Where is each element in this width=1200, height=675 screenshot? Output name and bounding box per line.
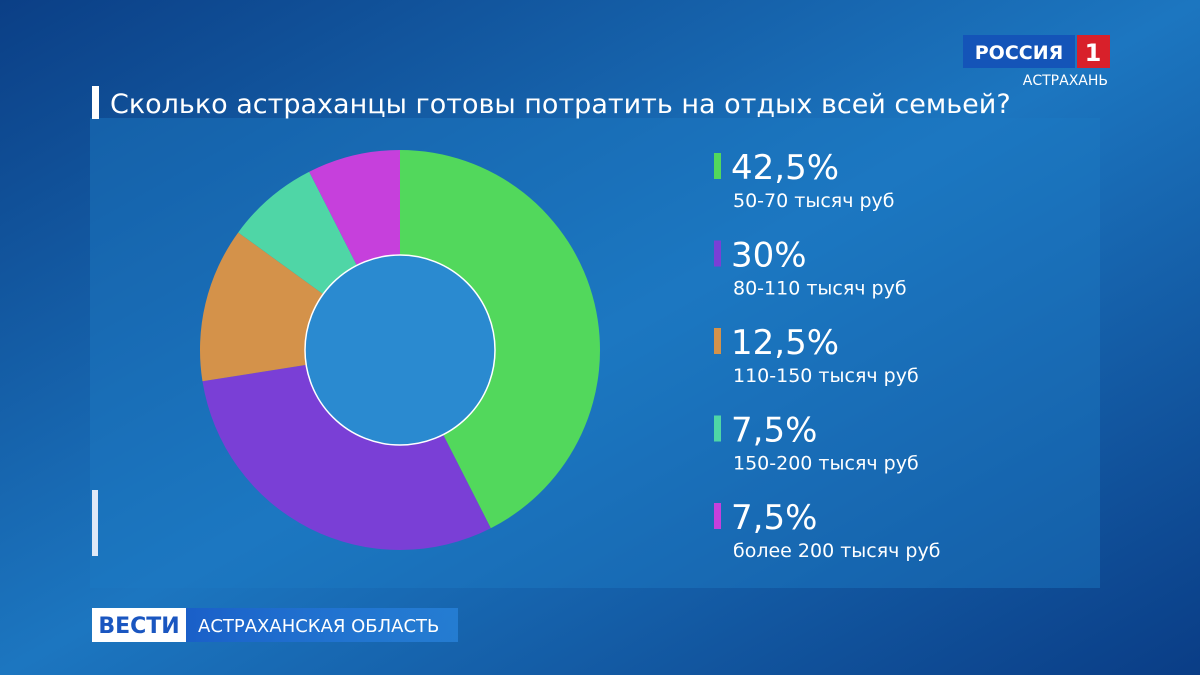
legend-swatch bbox=[714, 503, 721, 529]
value-label: 42,5% bbox=[731, 148, 839, 188]
legend-label: 80-110 тысяч руб bbox=[733, 278, 907, 300]
donut-slice bbox=[400, 150, 600, 529]
region-box bbox=[186, 608, 458, 642]
legend-label: более 200 тысяч руб bbox=[733, 540, 940, 562]
region-name: АСТРАХАНСКАЯ ОБЛАСТЬ bbox=[198, 616, 439, 637]
value-label: 7,5% bbox=[731, 498, 817, 538]
logo-number-box bbox=[1077, 35, 1110, 68]
legend-swatch bbox=[714, 153, 721, 179]
legend-label: 150-200 тысяч руб bbox=[733, 453, 919, 475]
value-label: 12,5% bbox=[731, 323, 839, 363]
logo-number: 1 bbox=[1085, 39, 1102, 67]
logo-region: АСТРАХАНЬ bbox=[1023, 73, 1108, 89]
donut-slice bbox=[238, 171, 357, 295]
legend-swatch bbox=[714, 415, 721, 442]
chart-title: Сколько астраханцы готовы потратить на о… bbox=[110, 89, 1011, 120]
program-box bbox=[92, 608, 186, 642]
value-label: 7,5% bbox=[731, 411, 817, 451]
donut-slice bbox=[202, 364, 491, 550]
logo-name: РОССИЯ bbox=[975, 42, 1064, 64]
value-label: 30% bbox=[731, 236, 807, 276]
program-name: ВЕСТИ bbox=[98, 614, 179, 639]
donut-slice bbox=[199, 232, 324, 382]
legend-label: 110-150 тысяч руб bbox=[733, 365, 919, 387]
legend-label: 50-70 тысяч руб bbox=[733, 190, 894, 212]
decor-bar bbox=[92, 490, 98, 556]
donut-hole bbox=[304, 254, 496, 446]
legend-swatch bbox=[714, 328, 721, 354]
donut-slice bbox=[309, 150, 400, 266]
plot: 42,5%50-70 тысяч руб 30%80-110 тысяч руб 1… bbox=[199, 148, 940, 562]
logo-box bbox=[963, 35, 1075, 68]
title-marker bbox=[92, 86, 99, 119]
legend-swatch bbox=[714, 240, 721, 267]
